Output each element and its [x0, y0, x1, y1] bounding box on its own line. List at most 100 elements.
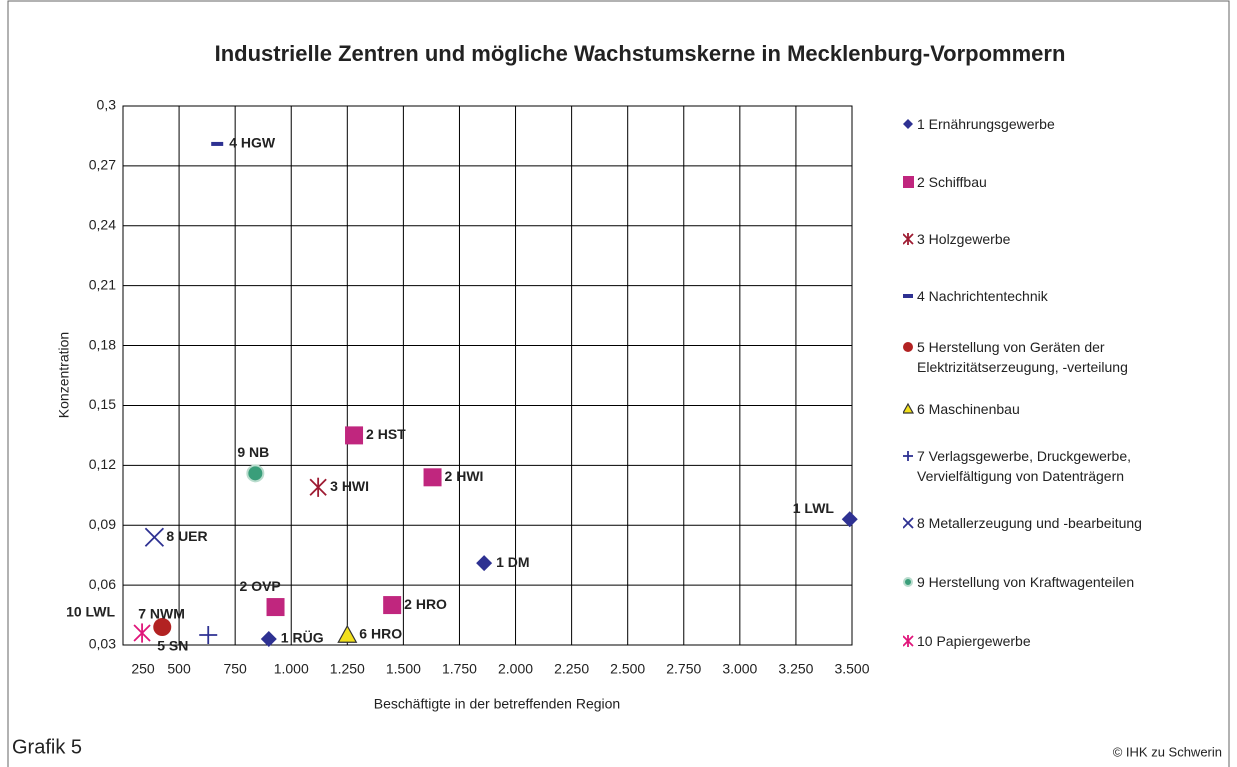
point-label: 7 NWM [138, 606, 185, 622]
y-tick-label: 0,12 [89, 456, 116, 472]
legend-label: 2 Schiffbau [917, 174, 987, 190]
marker [260, 631, 277, 648]
plot-border [122, 105, 853, 646]
legend-marker [903, 402, 915, 414]
marker-part [423, 468, 442, 487]
marker-part [903, 294, 913, 298]
point-label: 2 OVP [240, 578, 281, 594]
marker [841, 511, 858, 528]
legend-item: 10 Papiergewerbe [903, 631, 1203, 651]
legend-item: 9 Herstellung von Kraftwagenteilen [903, 572, 1203, 592]
legend-item: 2 Schiffbau [903, 172, 1203, 192]
marker-part [903, 176, 914, 188]
legend-label: 7 Verlagsgewerbe, Druckgewerbe, Vervielf… [917, 448, 1132, 484]
caption: Grafik 5 [12, 736, 82, 758]
marker-part [903, 342, 913, 352]
marker-part [144, 527, 165, 547]
x-tick-label: 3.500 [834, 661, 869, 677]
marker [903, 577, 913, 587]
point-label: 2 HRO [404, 596, 447, 612]
marker-part [345, 426, 364, 445]
marker-part [211, 141, 224, 146]
marker-part [383, 596, 402, 615]
x-tick-label: 2.750 [666, 661, 701, 677]
point-label: 3 HWI [330, 478, 369, 494]
marker [903, 635, 914, 647]
y-tick-label: 0,15 [89, 396, 116, 412]
legend-item: 7 Verlagsgewerbe, Druckgewerbe, Vervielf… [903, 446, 1203, 486]
x-tick-label: 250 [131, 661, 155, 677]
credit: © IHK zu Schwerin [1113, 744, 1222, 759]
marker-part [476, 555, 493, 572]
marker-part [903, 577, 913, 587]
marker-part [337, 624, 358, 643]
y-tick-label: 0,03 [89, 636, 116, 652]
marker [266, 598, 285, 617]
legend-label: 1 Ernährungsgewerbe [917, 116, 1055, 132]
y-tick-label: 0,27 [89, 157, 116, 173]
legend-marker [903, 233, 914, 245]
marker [345, 426, 364, 445]
marker [337, 624, 358, 643]
marker [903, 517, 914, 529]
marker [903, 119, 913, 129]
point-label: 4 HGW [229, 135, 276, 151]
legend-item: 3 Holzgewerbe [903, 229, 1203, 249]
point-label: 1 DM [496, 554, 529, 570]
marker [903, 342, 913, 352]
legend-marker [903, 517, 914, 529]
legend-marker [903, 635, 914, 647]
x-tick-label: 2.500 [610, 661, 645, 677]
y-tick-label: 0,3 [97, 97, 117, 113]
x-tick-label: 1.750 [442, 661, 477, 677]
point-label: 10 LWL [66, 604, 115, 620]
marker [133, 623, 151, 643]
marker [383, 596, 402, 615]
y-tick-label: 0,24 [89, 216, 116, 232]
point-label: 1 RÜG [281, 630, 324, 646]
x-tick-label: 1.250 [330, 661, 365, 677]
point-label: 6 HRO [359, 626, 402, 642]
frame [7, 0, 1230, 767]
legend-item: 8 Metallerzeugung und -bearbeitung [903, 513, 1203, 533]
chart-title: Industrielle Zentren und mögliche Wachst… [215, 41, 1066, 66]
point-label: 5 SN [157, 638, 188, 654]
marker [199, 626, 218, 645]
marker [903, 451, 913, 461]
point-label: 1 LWL [793, 500, 835, 516]
marker [903, 294, 913, 298]
legend-item: 6 Maschinenbau [903, 399, 1203, 419]
marker [903, 176, 914, 188]
legend-label: 8 Metallerzeugung und -bearbeitung [917, 515, 1142, 531]
legend-label: 5 Herstellung von Geräten der Elektrizit… [917, 339, 1128, 375]
marker-part [260, 631, 277, 648]
x-tick-label: 2.000 [498, 661, 533, 677]
marker [246, 464, 265, 483]
legend-marker [903, 451, 913, 461]
legend-label: 4 Nachrichtentechnik [917, 288, 1048, 304]
marker [903, 233, 914, 245]
legend-item: 4 Nachrichtentechnik [903, 286, 1203, 306]
marker-part [153, 618, 172, 637]
y-tick-label: 0,21 [89, 276, 116, 292]
marker [903, 402, 915, 414]
marker [423, 468, 442, 487]
legend-marker [903, 119, 913, 129]
legend-label: 3 Holzgewerbe [917, 231, 1011, 247]
marker-part [903, 402, 915, 414]
x-tick-label: 3.000 [722, 661, 757, 677]
legend-label: 6 Maschinenbau [917, 401, 1020, 417]
x-tick-label: 500 [167, 661, 191, 677]
marker-part [266, 598, 285, 617]
point-label: 2 HST [366, 426, 406, 442]
marker-part [903, 517, 914, 529]
point-label: 9 NB [237, 444, 269, 460]
legend-item: 1 Ernährungsgewerbe [903, 114, 1203, 134]
x-tick-label: 1.000 [274, 661, 309, 677]
x-tick-label: 1.500 [386, 661, 421, 677]
x-axis-title: Beschäftigte in der betreffenden Region [374, 696, 620, 712]
y-axis-title: Konzentration [56, 332, 72, 418]
x-tick-label: 3.250 [778, 661, 813, 677]
